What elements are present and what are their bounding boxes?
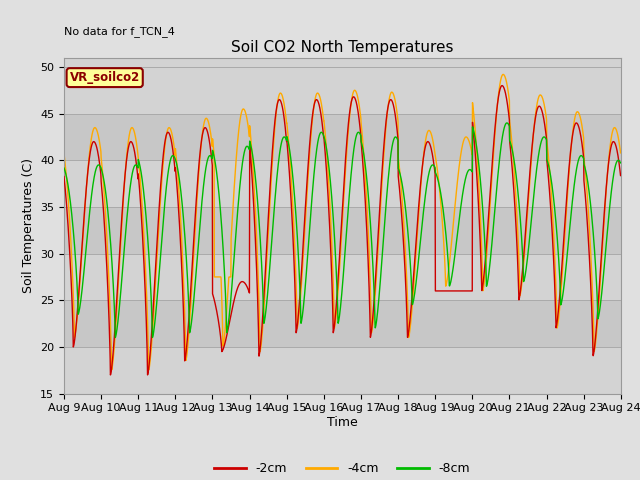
X-axis label: Time: Time [327,416,358,429]
Bar [64,207,621,253]
Text: VR_soilco2: VR_soilco2 [70,71,140,84]
Text: No data for f_TCN_4: No data for f_TCN_4 [64,26,175,37]
Bar [64,300,621,347]
Legend: -2cm, -4cm, -8cm: -2cm, -4cm, -8cm [209,457,476,480]
Title: Soil CO2 North Temperatures: Soil CO2 North Temperatures [231,40,454,55]
Bar [64,114,621,160]
Y-axis label: Soil Temperatures (C): Soil Temperatures (C) [22,158,35,293]
